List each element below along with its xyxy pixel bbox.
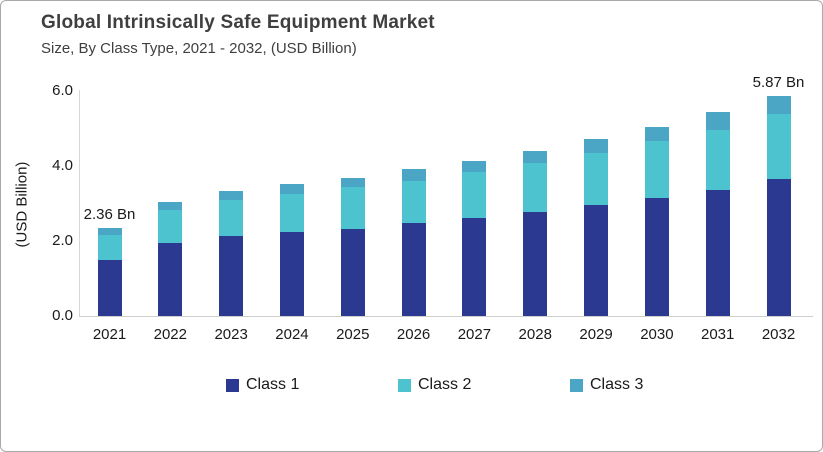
bar-2028-class3-segment [523, 151, 548, 164]
bar-2024-class3-segment [279, 184, 304, 195]
x-axis-label-2021: 2021 [92, 326, 127, 343]
bar-2030-class2-segment [644, 141, 669, 198]
bar-2021-class2-segment [97, 235, 122, 260]
bar-2024-class2-segment [279, 194, 304, 232]
y-axis-tick-label: 0.0 [52, 307, 73, 324]
x-axis-label-2022: 2022 [153, 326, 187, 343]
bar-2031-class3-segment [705, 112, 730, 130]
data-label-2032: 5.87 Bn [752, 73, 805, 91]
y-axis-tick-label: 2.0 [52, 232, 73, 249]
bar-2031-class2-segment [705, 129, 730, 190]
data-label-2021: 2.36 Bn [83, 205, 136, 223]
x-axis-label-2024: 2024 [275, 326, 309, 343]
bar-2023-class1-segment [219, 236, 244, 316]
bar-2025-class3-segment [340, 177, 365, 187]
bar-2024-class1-segment [279, 232, 304, 316]
x-axis-line [79, 316, 813, 317]
x-axis-label-2028: 2028 [518, 326, 552, 343]
x-axis-label-2027: 2027 [457, 326, 492, 343]
bar-2029-class1-segment [584, 205, 609, 316]
bar-2028-class2-segment [523, 163, 548, 212]
y-axis-tick-label: 4.0 [52, 157, 73, 174]
bar-2027-class3-segment [462, 160, 487, 173]
bar-2032-class2-segment [766, 114, 791, 180]
bar-2030-class1-segment [644, 197, 669, 316]
x-axis-label-2032: 2032 [761, 326, 796, 343]
bar-2029-class3-segment [584, 139, 609, 154]
bar-2032-class1-segment [766, 179, 791, 316]
y-axis-line [79, 90, 80, 317]
x-axis-label-2030: 2030 [640, 326, 674, 343]
bar-2025-class1-segment [340, 228, 365, 316]
bar-2023-class2-segment [219, 200, 244, 237]
bar-2032-class3-segment [766, 95, 791, 115]
bar-2026-class1-segment [401, 222, 426, 316]
y-axis-tick-label: 6.0 [52, 82, 73, 99]
bar-2021-class1-segment [97, 259, 122, 316]
bar-2027-class2-segment [462, 172, 487, 218]
bar-2030-class3-segment [644, 126, 669, 142]
bar-2022-class1-segment [158, 242, 183, 316]
chart-title: Global Intrinsically Safe Equipment Mark… [41, 12, 435, 33]
bar-2021-class3-segment [97, 227, 122, 235]
x-axis-label-2025: 2025 [336, 326, 370, 343]
bar-2023-class3-segment [219, 191, 244, 201]
x-axis-label-2023: 2023 [214, 326, 248, 343]
bar-2022-class3-segment [158, 201, 183, 210]
x-axis-label-2026: 2026 [396, 326, 431, 343]
x-axis-label-2029: 2029 [579, 326, 613, 343]
bar-2028-class1-segment [523, 211, 548, 316]
bar-2026-class2-segment [401, 180, 426, 223]
bar-2022-class2-segment [158, 209, 183, 243]
bar-2026-class3-segment [401, 169, 426, 181]
bar-2029-class2-segment [584, 153, 609, 205]
bar-2025-class2-segment [340, 186, 365, 229]
bar-2031-class1-segment [705, 189, 730, 316]
bar-2027-class1-segment [462, 217, 487, 316]
x-axis-label-2031: 2031 [701, 326, 735, 343]
chart-subtitle: Size, By Class Type, 2021 - 2032, (USD B… [41, 40, 357, 57]
